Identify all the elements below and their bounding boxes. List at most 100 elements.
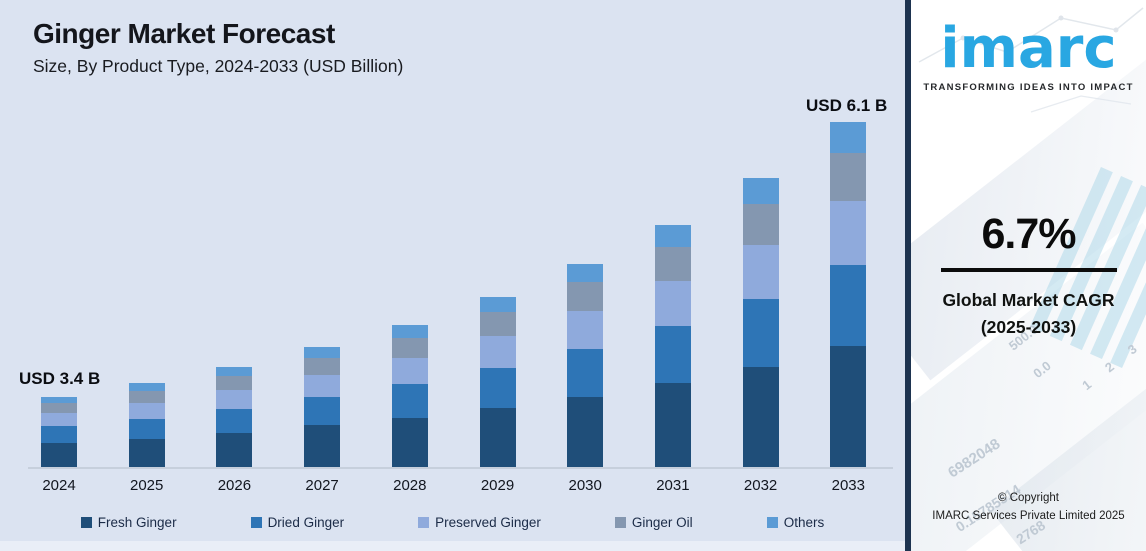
panel-divider bbox=[905, 0, 911, 551]
legend-swatch bbox=[418, 516, 430, 528]
bar-segment-dried-ginger bbox=[654, 326, 691, 383]
copyright-line1: © Copyright bbox=[998, 492, 1059, 504]
bar-segment-fresh-ginger bbox=[654, 383, 691, 468]
bar-segment-preserved-ginger bbox=[830, 201, 867, 265]
bar-segment-others bbox=[216, 367, 253, 376]
page-subtitle: Size, By Product Type, 2024-2033 (USD Bi… bbox=[33, 56, 404, 76]
stacked-bar-2033 bbox=[830, 122, 867, 468]
x-axis-label-2031: 2031 bbox=[656, 477, 690, 494]
bar-segment-fresh-ginger bbox=[830, 346, 867, 468]
bar-segment-others bbox=[567, 264, 604, 282]
bar-segment-ginger-oil bbox=[216, 376, 253, 390]
legend-label: Others bbox=[783, 514, 825, 530]
stacked-bar-2028 bbox=[391, 325, 428, 468]
legend-label: Fresh Ginger bbox=[97, 514, 177, 530]
bar-segment-others bbox=[479, 297, 516, 312]
stacked-bar-2024 bbox=[41, 397, 77, 468]
bar-segment-fresh-ginger bbox=[479, 408, 516, 468]
chart-pane: Ginger Market Forecast Size, By Product … bbox=[0, 18, 905, 551]
bar-segment-preserved-ginger bbox=[567, 311, 604, 349]
page-title: Ginger Market Forecast bbox=[33, 18, 335, 49]
legend-swatch bbox=[80, 516, 92, 528]
stacked-bar-2032 bbox=[742, 178, 779, 468]
bar-segment-others bbox=[304, 347, 341, 358]
stacked-bar-2026 bbox=[216, 367, 253, 468]
bar-segment-ginger-oil bbox=[304, 358, 341, 375]
bar-segment-ginger-oil bbox=[567, 282, 604, 311]
x-axis-label-2024: 2024 bbox=[42, 477, 76, 494]
bar-segment-fresh-ginger bbox=[304, 425, 341, 468]
bar-segment-dried-ginger bbox=[567, 349, 604, 397]
copyright-line2: IMARC Services Private Limited 2025 bbox=[932, 509, 1125, 522]
x-axis-label-2025: 2025 bbox=[130, 477, 164, 494]
bar-segment-preserved-ginger bbox=[479, 336, 516, 368]
imarc-tagline: TRANSFORMING IDEAS INTO IMPACT bbox=[923, 82, 1134, 94]
bar-segment-fresh-ginger bbox=[391, 418, 428, 468]
bar-segment-others bbox=[391, 325, 428, 338]
legend-swatch bbox=[250, 516, 262, 528]
x-axis-label-2026: 2026 bbox=[217, 477, 252, 494]
bar-segment-dried-ginger bbox=[304, 397, 341, 425]
bar-segment-others bbox=[128, 383, 165, 391]
cagr-underline bbox=[940, 268, 1117, 272]
legend-swatch bbox=[614, 516, 626, 528]
bar-segment-others bbox=[830, 122, 867, 153]
stacked-bar-2025 bbox=[128, 383, 165, 468]
brand-panel: 500.0 0.0 1 2 3 4 6982048 0.15785514 276… bbox=[911, 0, 1146, 551]
bottom-strip bbox=[0, 541, 905, 551]
cagr-value: 6.7% bbox=[981, 210, 1076, 258]
bar-segment-dried-ginger bbox=[742, 299, 779, 367]
bar-segment-dried-ginger bbox=[391, 384, 428, 418]
bar-segment-ginger-oil bbox=[128, 391, 165, 403]
x-axis-label-2028: 2028 bbox=[393, 477, 427, 494]
cagr-callout: 6.7% Global Market CAGR (2025-2033) bbox=[911, 210, 1146, 341]
x-axis-label-2032: 2032 bbox=[743, 477, 778, 494]
chart-legend: Fresh Ginger Dried Ginger Preserved Ginger… bbox=[0, 511, 905, 533]
bar-segment-preserved-ginger bbox=[742, 245, 779, 299]
plot-area: 2024 2025 2026 2027 2028 2029 2030 2031 2032 2033 bbox=[41, 122, 867, 494]
legend-item-ginger-oil: Ginger Oil bbox=[614, 514, 693, 530]
legend-label: Ginger Oil bbox=[631, 514, 693, 530]
bar-segment-fresh-ginger bbox=[128, 439, 165, 468]
bar-segment-dried-ginger bbox=[128, 419, 165, 439]
bar-segment-dried-ginger bbox=[41, 426, 77, 443]
bar-segment-fresh-ginger bbox=[216, 433, 253, 468]
bar-segment-ginger-oil bbox=[654, 247, 691, 281]
bar-segment-preserved-ginger bbox=[391, 358, 428, 384]
bar-segment-others bbox=[742, 178, 779, 204]
legend-label: Preserved Ginger bbox=[435, 514, 541, 530]
bar-segment-fresh-ginger bbox=[567, 397, 604, 468]
x-axis-label-2027: 2027 bbox=[305, 477, 339, 494]
stacked-bar-2031 bbox=[654, 225, 691, 468]
last-bar-value-label: USD 6.1 B bbox=[806, 96, 888, 115]
cagr-label-line2: (2025-2033) bbox=[980, 317, 1077, 338]
x-axis-label-2029: 2029 bbox=[480, 477, 515, 494]
copyright-notice: © Copyright IMARC Services Private Limit… bbox=[911, 490, 1146, 526]
stacked-bar-2030 bbox=[567, 264, 604, 468]
legend-item-others: Others bbox=[766, 514, 825, 530]
bar-segment-preserved-ginger bbox=[654, 281, 691, 326]
bar-segment-preserved-ginger bbox=[216, 390, 253, 409]
legend-swatch bbox=[766, 516, 778, 528]
stacked-bar-2027 bbox=[304, 347, 341, 468]
bar-segment-preserved-ginger bbox=[304, 375, 341, 397]
bar-segment-ginger-oil bbox=[742, 204, 779, 245]
x-axis-label-2033: 2033 bbox=[831, 477, 865, 494]
bar-segment-preserved-ginger bbox=[41, 413, 77, 426]
x-axis-line bbox=[28, 467, 893, 469]
bar-segment-ginger-oil bbox=[41, 403, 77, 413]
bar-segment-dried-ginger bbox=[830, 265, 867, 346]
bar-segment-fresh-ginger bbox=[41, 443, 77, 468]
imarc-logo-text: imarc bbox=[940, 16, 1117, 81]
x-axis-label-2030: 2030 bbox=[568, 477, 602, 494]
bar-segment-ginger-oil bbox=[830, 153, 867, 201]
bar-segment-ginger-oil bbox=[479, 312, 516, 336]
stacked-bar-2029 bbox=[479, 297, 516, 468]
legend-item-dried-ginger: Dried Ginger bbox=[250, 515, 344, 530]
bar-segment-others bbox=[654, 225, 691, 247]
bar-segment-dried-ginger bbox=[479, 368, 516, 408]
bar-segment-ginger-oil bbox=[391, 338, 428, 358]
cagr-label-line1: Global Market CAGR bbox=[942, 290, 1115, 310]
bar-segment-fresh-ginger bbox=[742, 367, 779, 468]
